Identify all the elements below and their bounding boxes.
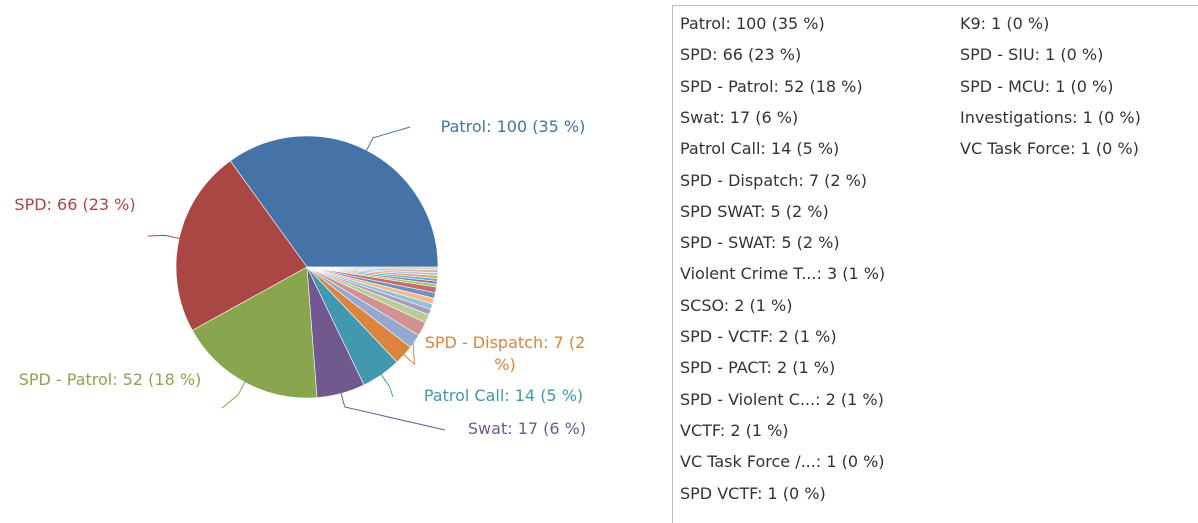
legend-entry: K9: 1 (0 %) <box>960 14 1050 33</box>
data-label: Swat: 17 (6 %) <box>467 419 587 438</box>
pie-chart <box>147 126 446 431</box>
legend-entry: SPD - MCU: 1 (0 %) <box>960 76 1114 96</box>
legend-entry: SPD - Violent C...: 2 (1 %) <box>680 389 884 409</box>
data-label: Patrol: 100 (35 %) <box>440 117 586 136</box>
leader-line <box>400 342 416 366</box>
legend-entry: SPD - VCTF: 2 (1 %) <box>680 327 837 346</box>
legend-entry: VC Task Force: 1 (0 %) <box>960 139 1139 159</box>
legend-entry: SPD SWAT: 5 (2 %) <box>680 201 829 221</box>
legend-entry: SPD - Dispatch: 7 (2 %) <box>680 170 868 190</box>
legend-entry: SPD - SWAT: 5 (2 %) <box>680 233 840 253</box>
legend-entry: SPD - Patrol: 52 (18 %) <box>680 76 863 96</box>
legend-entry: VCTF: 2 (1 %) <box>680 420 789 440</box>
legend-entry: Investigations: 1 (0 %) <box>960 107 1141 127</box>
legend-entry: Patrol: 100 (35 %) <box>680 14 825 33</box>
legend-entry: Patrol Call: 14 (5 %) <box>680 139 840 159</box>
data-label: SPD - Dispatch: 7 (2 %) <box>424 333 586 374</box>
leader-line <box>221 378 248 409</box>
leader-line <box>378 371 394 398</box>
legend-entry: SPD - PACT: 2 (1 %) <box>680 358 836 378</box>
legend-entry: SPD: 66 (23 %) <box>680 45 802 65</box>
data-label: Patrol Call: 14 (5 %) <box>423 386 584 405</box>
data-label: SPD: 66 (23 %) <box>14 195 136 214</box>
legend-entry: SCSO: 2 (1 %) <box>680 295 793 315</box>
legend-entry: Swat: 17 (6 %) <box>680 107 799 127</box>
legend-entry: SPD VCTF: 1 (0 %) <box>680 483 826 503</box>
legend-entry: SPD - SIU: 1 (0 %) <box>960 45 1104 65</box>
legend-entry: VC Task Force /...: 1 (0 %) <box>680 452 885 472</box>
data-label: SPD - Patrol: 52 (18 %) <box>18 370 202 389</box>
leader-line <box>364 126 411 155</box>
legend: Patrol: 100 (35 %) SPD: 66 (23 %) SPD - Pa… <box>672 5 1198 523</box>
leader-line <box>147 234 184 240</box>
leader-line <box>339 389 446 431</box>
pie-slice <box>306 266 439 271</box>
legend-entry: Violent Crime T...: 3 (1 %) <box>680 264 886 284</box>
